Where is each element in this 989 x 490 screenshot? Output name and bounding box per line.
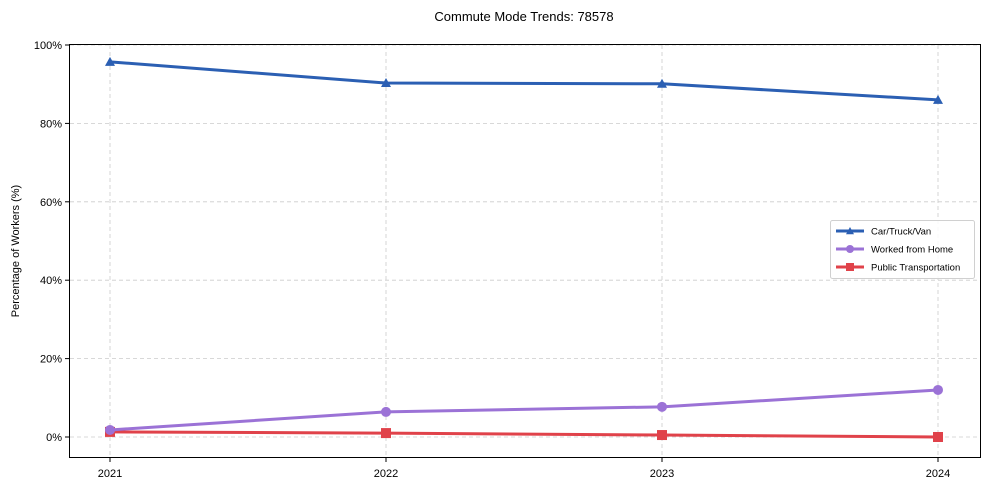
legend: Car/Truck/Van Worked from Home Public Tran… — [830, 220, 975, 279]
triangle-marker — [105, 56, 115, 66]
circle-marker — [381, 406, 391, 417]
chart-title: Commute Mode Trends: 78578 — [434, 9, 613, 24]
legend-item: Public Transportation — [836, 263, 960, 274]
square-marker — [846, 263, 854, 271]
triangle-marker — [846, 227, 854, 235]
triangle-marker — [933, 94, 943, 104]
series-line — [109, 60, 939, 102]
legend-item: Car/Truck/Van — [836, 227, 931, 238]
plot-frame — [69, 44, 981, 458]
circle-marker — [657, 401, 667, 412]
series-car-truck-van — [105, 56, 943, 104]
series-line — [109, 430, 939, 439]
x-axis-ticks: 2021 2022 2023 2024 — [98, 457, 950, 480]
x-tick-label: 2023 — [650, 468, 674, 480]
y-axis-label: Percentage of Workers (%) — [10, 185, 22, 317]
circle-marker — [933, 384, 943, 395]
y-tick-label: 0% — [46, 432, 62, 444]
x-tick-label: 2024 — [926, 468, 950, 480]
circle-marker — [105, 424, 115, 435]
y-tick-label: 100% — [34, 40, 62, 52]
triangle-marker — [381, 78, 391, 88]
y-tick-label: 40% — [40, 275, 62, 287]
legend-label: Car/Truck/Van — [871, 227, 931, 238]
triangle-marker — [657, 78, 667, 88]
legend-item: Worked from Home — [836, 245, 953, 256]
series-line — [109, 388, 939, 432]
series-worked-from-home — [105, 384, 943, 435]
x-tick-label: 2022 — [374, 468, 398, 480]
y-tick-label: 20% — [40, 354, 62, 366]
legend-box — [830, 220, 975, 279]
y-tick-label: 80% — [40, 118, 62, 130]
x-tick-label: 2021 — [98, 468, 122, 480]
square-marker — [933, 432, 943, 442]
circle-marker — [846, 245, 854, 253]
y-tick-label: 60% — [40, 197, 62, 209]
y-axis-ticks: 0% 20% 40% 60% 80% 100% — [34, 40, 70, 444]
data-series — [105, 56, 943, 442]
legend-label: Worked from Home — [871, 245, 953, 256]
legend-label: Public Transportation — [871, 263, 960, 274]
square-marker — [657, 430, 667, 441]
series-public-transportation — [105, 426, 943, 442]
square-marker — [381, 428, 391, 439]
